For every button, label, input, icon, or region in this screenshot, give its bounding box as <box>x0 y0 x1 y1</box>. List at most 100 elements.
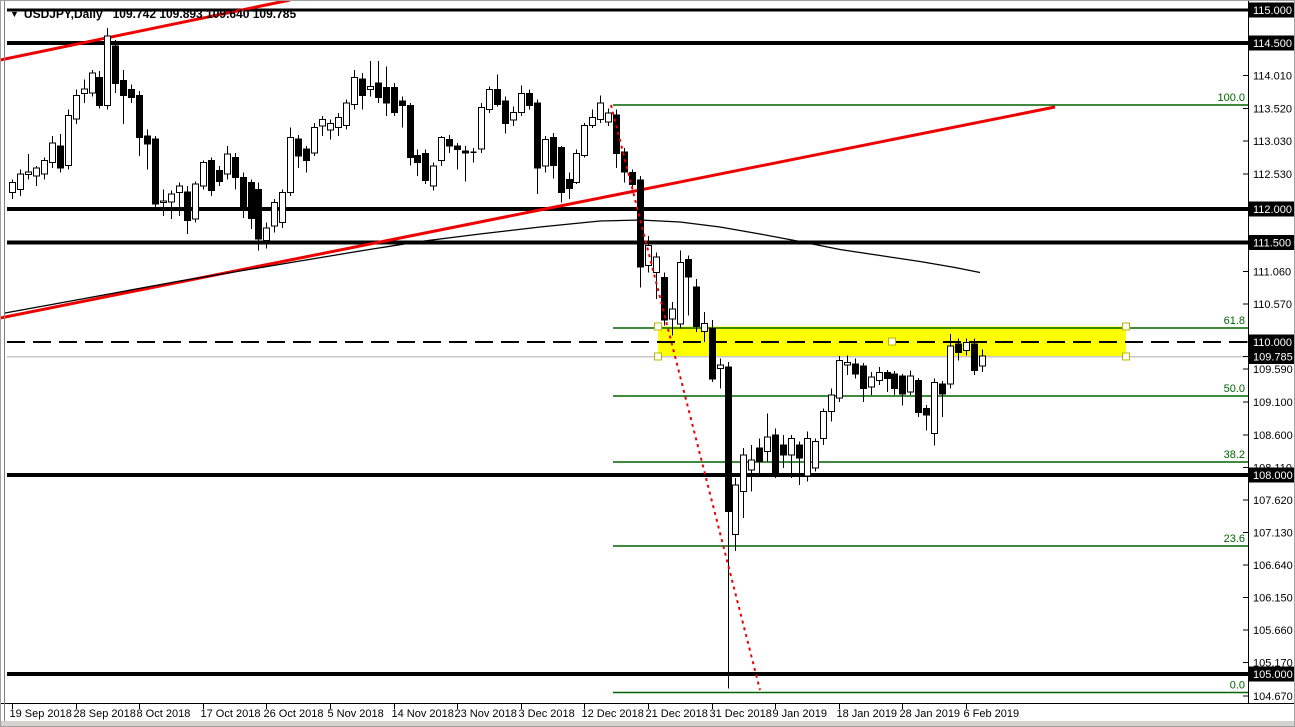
candle <box>351 70 358 110</box>
candle <box>780 435 787 468</box>
bottom-strip <box>0 721 1295 727</box>
candle <box>756 438 763 475</box>
candle <box>295 135 302 168</box>
candle <box>192 181 199 223</box>
candle <box>73 89 80 124</box>
candle <box>693 279 700 332</box>
candle <box>685 255 692 316</box>
price-label-highlight-bg <box>1249 235 1295 250</box>
candle <box>112 40 119 93</box>
candle <box>128 84 135 103</box>
candle <box>470 148 477 163</box>
candle <box>963 338 970 356</box>
candle <box>788 435 795 478</box>
price-label: 111.060 <box>1253 267 1291 279</box>
price-label: 114.010 <box>1253 71 1292 83</box>
candle <box>796 441 803 485</box>
candle <box>613 109 620 168</box>
candle <box>327 119 334 140</box>
candle <box>494 74 501 107</box>
candle <box>581 123 588 158</box>
dashed-trendline[interactable] <box>610 104 761 691</box>
date-label: 19 Sep 2018 <box>10 708 72 720</box>
price-label: 110.000 <box>1253 337 1292 349</box>
candlesticks <box>9 28 986 689</box>
price-label: 105.000 <box>1253 669 1293 681</box>
date-label: 6 Feb 2019 <box>964 708 1020 720</box>
candle <box>335 113 342 136</box>
candle <box>240 172 247 218</box>
candle <box>224 146 231 180</box>
price-label: 114.500 <box>1253 38 1292 50</box>
candle <box>89 70 96 97</box>
candle <box>677 250 684 329</box>
candle <box>263 222 270 249</box>
price-axis-labels[interactable]: 115.000 114.500 114.010 113.520 113.030 112.5… <box>1243 2 1295 704</box>
candle <box>939 381 946 417</box>
price-label: 106.640 <box>1253 560 1293 572</box>
candle <box>709 320 716 382</box>
symbol-dropdown-icon[interactable]: ▼ <box>10 9 19 19</box>
candle <box>81 79 88 103</box>
candle <box>33 166 40 186</box>
handle <box>654 352 662 361</box>
price-label: 109.100 <box>1253 397 1293 409</box>
candle <box>566 172 573 199</box>
candle <box>430 162 437 191</box>
candle <box>176 182 183 216</box>
candle <box>748 445 755 492</box>
candle <box>732 478 739 551</box>
candle <box>454 143 461 170</box>
candle <box>359 73 366 110</box>
red-trendlines[interactable] <box>0 0 1056 320</box>
time-axis-labels[interactable]: 19 Sep 2018 28 Sep 2018 8 Oct 2018 17 Oct 2… <box>10 704 1020 720</box>
date-label: 12 Dec 2018 <box>582 708 644 720</box>
candle <box>57 134 64 173</box>
price-label: 113.030 <box>1253 136 1292 148</box>
candle <box>510 106 517 126</box>
date-label: 9 Jan 2019 <box>773 708 827 720</box>
date-label: 3 Dec 2018 <box>519 708 575 720</box>
price-label: 109.590 <box>1253 364 1293 376</box>
candle <box>669 302 676 336</box>
candle <box>828 388 835 422</box>
candle <box>629 169 636 190</box>
candle <box>407 103 414 166</box>
axes <box>0 0 1295 704</box>
candle <box>383 66 390 116</box>
candle <box>502 96 509 134</box>
price-label-highlight-bg <box>1249 467 1295 483</box>
fib-label: 61.8 <box>1224 315 1245 327</box>
candle <box>979 349 986 372</box>
fibonacci-levels[interactable]: 100.0 61.8 50.0 38.2 23.6 0.0 <box>613 92 1248 694</box>
date-label: 5 Nov 2018 <box>328 708 384 720</box>
candle <box>550 133 557 179</box>
candle <box>144 129 151 170</box>
candle <box>184 186 191 234</box>
price-label: 107.130 <box>1253 528 1293 540</box>
price-label: 111.500 <box>1253 238 1291 250</box>
candle <box>17 169 24 196</box>
price-label: 112.000 <box>1253 204 1292 216</box>
handle <box>1122 322 1130 331</box>
date-label: 21 Dec 2018 <box>646 708 708 720</box>
candle <box>868 372 875 395</box>
candle <box>534 99 541 194</box>
ma-path <box>4 219 981 314</box>
candle <box>160 189 167 216</box>
candle <box>9 179 16 199</box>
candle <box>414 149 421 176</box>
candle <box>271 199 278 233</box>
date-label: 31 Dec 2018 <box>710 708 772 720</box>
candle <box>422 149 429 184</box>
candle <box>255 182 262 251</box>
candle <box>820 408 827 445</box>
selection-handles[interactable] <box>654 322 1130 361</box>
candle <box>876 367 883 385</box>
date-label: 26 Oct 2018 <box>264 708 324 720</box>
price-label: 108.600 <box>1253 430 1293 442</box>
candle <box>740 448 747 518</box>
candle <box>725 362 732 689</box>
candle <box>518 85 525 116</box>
